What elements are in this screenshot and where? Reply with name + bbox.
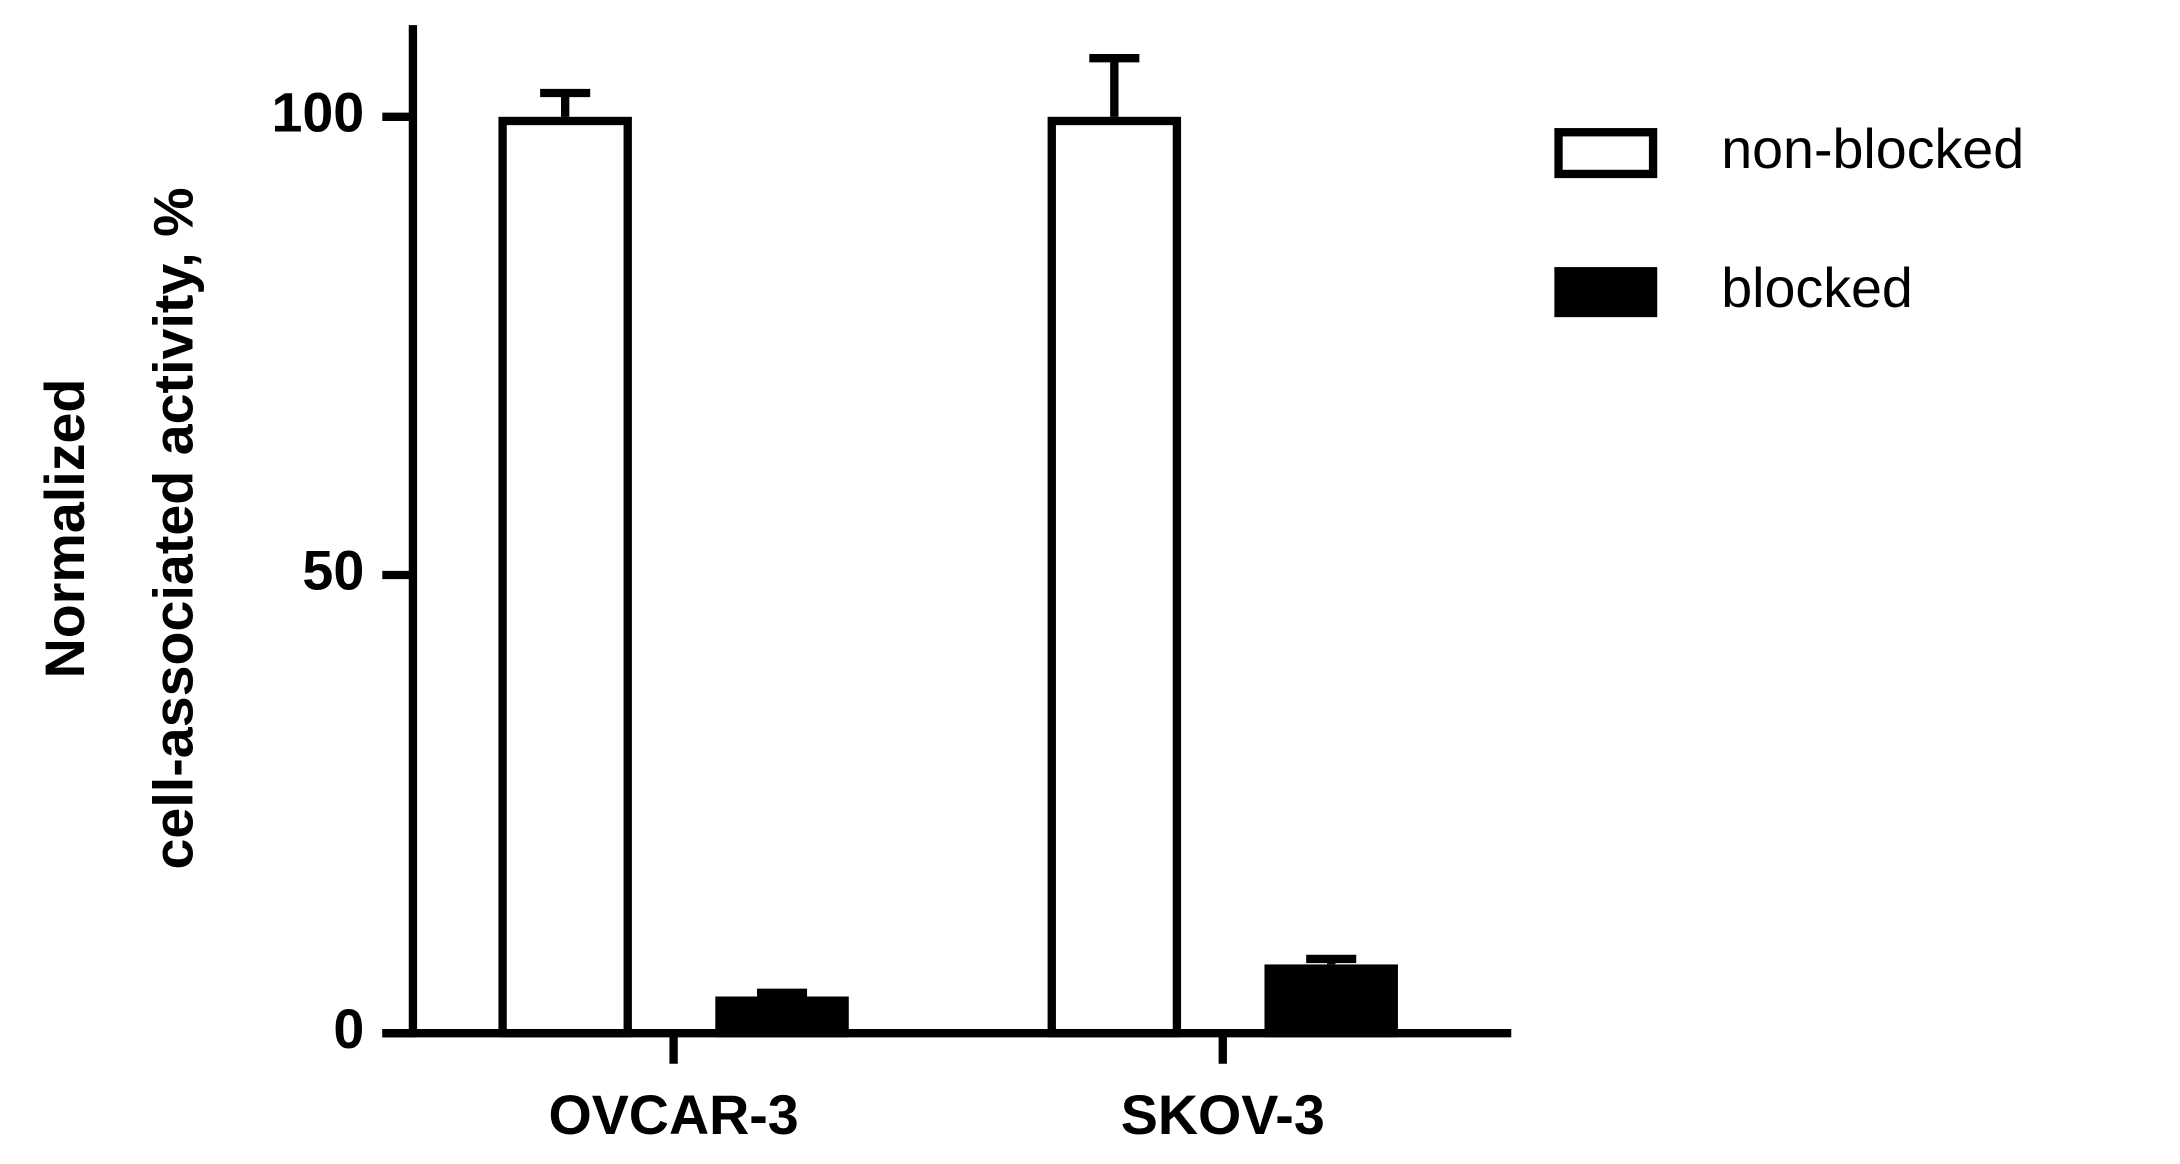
- y-axis-label: cell-associated activity, %: [143, 187, 205, 869]
- legend-swatch: [1554, 267, 1658, 318]
- bar: [498, 116, 632, 1038]
- y-tick-label: 50: [302, 540, 364, 602]
- legend-swatch: [1554, 128, 1658, 179]
- x-tick-label: SKOV-3: [1121, 1084, 1325, 1146]
- error-bar: [1306, 954, 1357, 965]
- bar: [1047, 116, 1182, 1038]
- y-tick-label: 0: [333, 998, 364, 1060]
- x-tick-label: OVCAR-3: [548, 1084, 798, 1146]
- error-bar: [540, 88, 591, 117]
- bar: [1264, 964, 1398, 1038]
- legend-label: non-blocked: [1721, 118, 2024, 180]
- error-bar: [757, 988, 808, 998]
- y-tick-label: 100: [271, 82, 364, 144]
- legend-label: blocked: [1721, 257, 1913, 319]
- error-bar: [1089, 53, 1140, 117]
- y-axis-label: Normalized: [34, 379, 96, 679]
- bar: [715, 996, 849, 1038]
